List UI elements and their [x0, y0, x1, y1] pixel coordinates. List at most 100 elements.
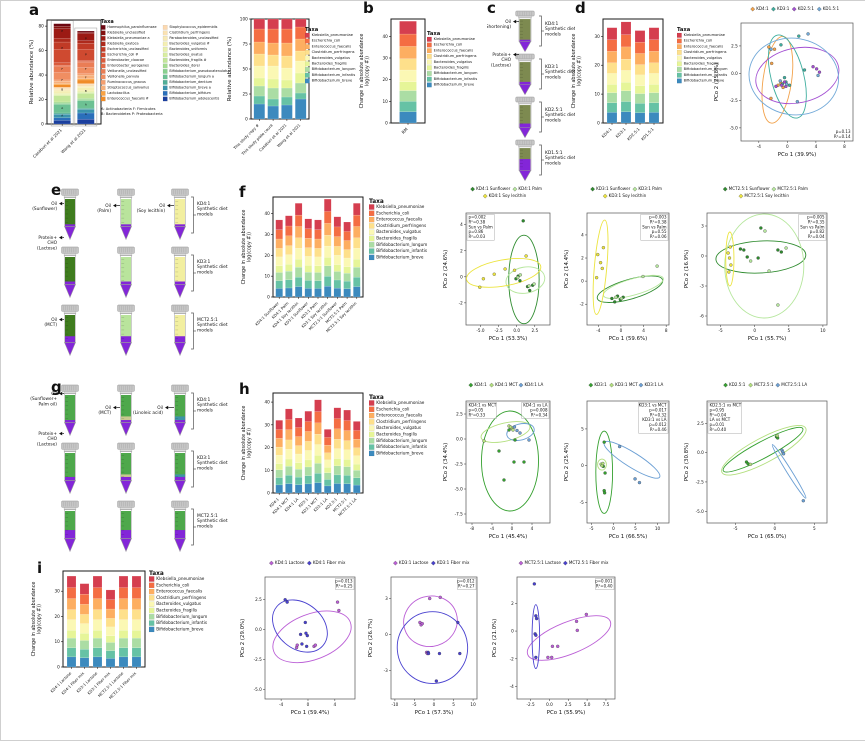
svg-text:Bacteroides_uniformis: Bacteroides_uniformis: [169, 47, 207, 51]
svg-text:KD4:1 Soy lecithin: KD4:1 Soy lecithin: [489, 193, 527, 198]
svg-text:PCo 1 (55.9%): PCo 1 (55.9%): [547, 710, 586, 716]
svg-text:Enterococcus_faecalis: Enterococcus_faecalis: [312, 44, 352, 48]
svg-text:F: F: [61, 78, 63, 82]
panel-a-relative-abundance-chart: Relative abundance (%) 0 20 40 60 80 P P F F B A A Ca…: [27, 15, 107, 177]
svg-text:Bacteroides_vulgatus: Bacteroides_vulgatus: [312, 56, 351, 60]
svg-text:B: Bacteroidetes P: Proteo: B: Bacteroidetes P: Proteobacteria: [101, 112, 163, 116]
svg-text:P: P: [85, 52, 87, 56]
svg-text:-8: -8: [470, 526, 475, 531]
svg-text:Wang et al 2021: Wang et al 2021: [60, 127, 87, 154]
svg-text:KD4:1: KD4:1: [756, 6, 769, 11]
svg-text:p=0.13: p=0.13: [836, 129, 851, 134]
panel-a-study-comparison-chart: Relative abundance (%) 0 25 50 75 100 This stu…: [223, 13, 323, 177]
svg-text:Bifidobacterium_pseudocatenula: Bifidobacterium_pseudocatenulatum: [169, 69, 231, 73]
svg-text:Escherichia_coli: Escherichia_coli: [684, 39, 713, 43]
svg-text:0: 0: [41, 122, 44, 127]
svg-text:LA vs MCT: LA vs MCT: [710, 417, 731, 422]
svg-text:-5.0: -5.0: [696, 509, 705, 514]
svg-text:20: 20: [594, 63, 600, 68]
svg-text:0.0: 0.0: [731, 71, 738, 76]
svg-text:Bifidobacterium_longum: Bifidobacterium_longum: [156, 614, 207, 619]
svg-text:30: 30: [54, 589, 60, 594]
svg-text:Bacteroides_fragilis #: Bacteroides_fragilis #: [169, 58, 206, 62]
svg-text:PCo 2 (16.9%): PCo 2 (16.9%): [684, 250, 690, 289]
svg-text:Bacteroides_fragilis: Bacteroides_fragilis: [684, 62, 719, 66]
svg-text:Oil(Sunflower): Oil (Sunflower): [32, 201, 57, 212]
svg-text:Change in absolute abundance: Change in absolute abundance: [571, 34, 577, 109]
svg-text:0.0: 0.0: [697, 450, 704, 455]
svg-text:-5: -5: [589, 526, 594, 531]
svg-text:KD2.5:1: KD2.5:1: [798, 6, 815, 11]
svg-text:PCo 2 (25.4%): PCo 2 (25.4%): [564, 443, 570, 482]
panel-h-label: h: [239, 380, 250, 398]
svg-text:PCo 2 (14.4%): PCo 2 (14.4%): [564, 250, 570, 289]
panel-f-pcoa-mct251: MCT2.5:1 Sunflower MCT2.5:1 Palm MCT2.5:1 …: [679, 185, 833, 367]
svg-text:KD2.5:1: KD2.5:1: [626, 126, 641, 141]
svg-text:PCo 1 (39.9%): PCo 1 (39.9%): [778, 152, 817, 158]
svg-text:Klebsiella_pneumoniae: Klebsiella_pneumoniae: [376, 204, 425, 209]
svg-text:30: 30: [264, 232, 270, 237]
svg-text:Escherichia_coli: Escherichia_coli: [376, 210, 409, 215]
svg-text:Oil(Linoleic acid): Oil (Linoleic acid): [133, 405, 163, 416]
panel-i-pcoa-mct251: MCT2.5:1 Lactose MCT2.5:1 Fiber mix -2.5 0.…: [487, 559, 619, 739]
svg-text:2.5: 2.5: [255, 597, 262, 602]
svg-text:Sun vs Palm: Sun vs Palm: [800, 224, 824, 229]
svg-text:log(copy #)): log(copy #)): [247, 428, 253, 458]
svg-text:KD4:1: KD4:1: [474, 382, 487, 387]
svg-text:Taxa: Taxa: [305, 27, 319, 33]
panel-h-pcoa-kd251: KD2.5:1 MCT2.5:1 MCT2.5:1 LA -5 0 5 -5.0 -2.5 0.…: [679, 381, 833, 563]
svg-text:Bacteroides_vulgatus: Bacteroides_vulgatus: [434, 60, 473, 64]
svg-text:Bacteroides_fragilis: Bacteroides_fragilis: [376, 432, 417, 437]
panel-f-abundance-chart: Change in absolute abundance log(copy #))…: [237, 191, 365, 367]
svg-text:Bacteroides_ovatus: Bacteroides_ovatus: [169, 53, 202, 57]
svg-text:0: 0: [267, 295, 270, 300]
svg-text:Veillonella_parvula: Veillonella_parvula: [107, 75, 139, 79]
svg-text:Bacteroides_dorei: Bacteroides_dorei: [169, 64, 199, 68]
svg-text:30: 30: [594, 34, 600, 39]
svg-text:2: 2: [460, 248, 463, 253]
svg-text:-2.5: -2.5: [526, 702, 535, 707]
svg-text:Bacteroides_fragilis: Bacteroides_fragilis: [434, 66, 469, 70]
svg-text:Lactobacillus: Lactobacillus: [107, 91, 129, 95]
svg-text:Klebsiella_pneumoniae: Klebsiella_pneumoniae: [434, 37, 476, 41]
svg-text:Bifidobacterium_longum: Bifidobacterium_longum: [376, 438, 427, 443]
svg-text:B: B: [85, 89, 87, 93]
svg-text:-2: -2: [510, 656, 515, 661]
svg-text:5: 5: [452, 702, 455, 707]
svg-text:Clostridium_perfringens: Clostridium_perfringens: [312, 50, 355, 54]
svg-text:10: 10: [382, 99, 388, 104]
svg-text:-5: -5: [580, 500, 585, 505]
svg-text:KD4:1 vs MCT: KD4:1 vs MCT: [469, 403, 497, 408]
svg-text:Clostridium_perfringens: Clostridium_perfringens: [156, 595, 206, 600]
svg-text:0: 0: [786, 144, 789, 149]
svg-text:-2.5: -2.5: [696, 479, 705, 484]
svg-text:Escherichia_coli: Escherichia_coli: [312, 39, 341, 43]
svg-text:PCo 1 (66.5%): PCo 1 (66.5%): [609, 534, 648, 540]
panel-d-taxa-legend: Taxa Klebsiella_pneumoniae Escherichia_col…: [677, 25, 743, 90]
svg-text:Enterococcus_faecalis: Enterococcus_faecalis: [684, 44, 724, 48]
svg-text:0: 0: [581, 279, 584, 284]
svg-text:KD3:1 Sunflower: KD3:1 Sunflower: [596, 186, 630, 191]
svg-text:0: 0: [385, 121, 388, 126]
svg-text:4: 4: [531, 526, 534, 531]
svg-text:R²=0.27: R²=0.27: [458, 583, 475, 588]
svg-text:3: 3: [701, 224, 704, 229]
svg-text:p=0.55: p=0.55: [652, 229, 667, 234]
svg-text:-7.5: -7.5: [455, 512, 464, 517]
svg-text:-2.5: -2.5: [455, 462, 464, 467]
svg-text:10: 10: [655, 526, 661, 531]
svg-text:0: 0: [267, 491, 270, 496]
svg-text:0: 0: [597, 121, 600, 126]
svg-text:5: 5: [813, 526, 816, 531]
svg-text:KD3:1 Soy lecithin: KD3:1 Soy lecithin: [609, 193, 647, 198]
svg-text:-2.5: -2.5: [495, 328, 504, 333]
svg-text:Enterococcus_faecalis: Enterococcus_faecalis: [156, 589, 202, 594]
svg-text:KD4:1 vs LA: KD4:1 vs LA: [523, 403, 547, 408]
panel-i-label: i: [37, 559, 43, 577]
svg-text:Escherichia_coli #: Escherichia_coli #: [107, 53, 138, 57]
svg-text:-2.5: -2.5: [254, 657, 263, 662]
svg-text:-5.0: -5.0: [730, 125, 739, 130]
svg-text:0.0: 0.0: [513, 328, 520, 333]
panel-f-pcoa-kd31: KD3:1 Sunflower KD3:1 Palm KD3:1 Soy lecit…: [559, 185, 675, 367]
